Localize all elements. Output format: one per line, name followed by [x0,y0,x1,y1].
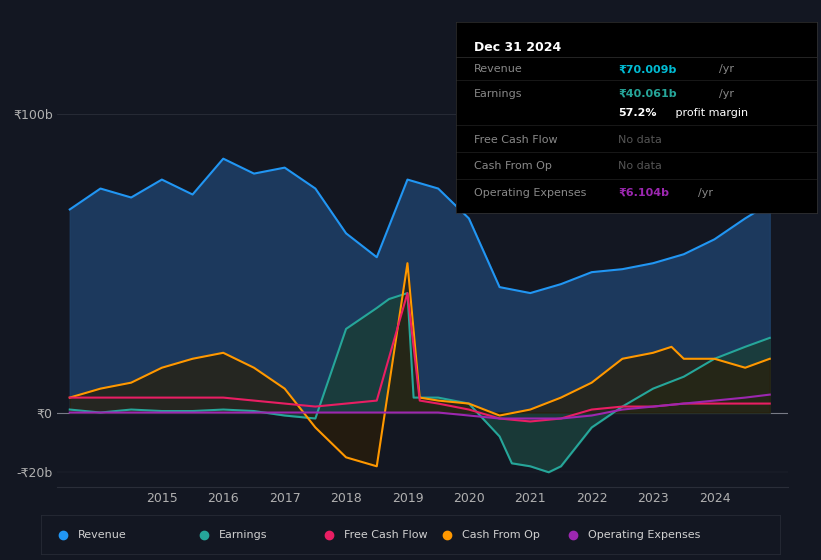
Text: 57.2%: 57.2% [618,108,657,118]
Text: No data: No data [618,161,662,171]
Text: Free Cash Flow: Free Cash Flow [474,135,557,144]
Text: /yr: /yr [719,64,734,74]
Text: Earnings: Earnings [218,530,267,540]
Text: Revenue: Revenue [474,64,522,74]
Text: /yr: /yr [698,188,713,198]
Text: Dec 31 2024: Dec 31 2024 [474,41,561,54]
Text: Free Cash Flow: Free Cash Flow [344,530,428,540]
Text: Cash From Op: Cash From Op [462,530,540,540]
Text: ₹70.009b: ₹70.009b [618,64,677,74]
Text: profit margin: profit margin [672,108,749,118]
Text: Earnings: Earnings [474,89,522,99]
Text: ₹40.061b: ₹40.061b [618,89,677,99]
Text: Operating Expenses: Operating Expenses [588,530,700,540]
Text: No data: No data [618,135,662,144]
Text: Operating Expenses: Operating Expenses [474,188,586,198]
Text: ₹6.104b: ₹6.104b [618,188,669,198]
Text: Cash From Op: Cash From Op [474,161,552,171]
Text: /yr: /yr [719,89,734,99]
Text: Revenue: Revenue [78,530,126,540]
